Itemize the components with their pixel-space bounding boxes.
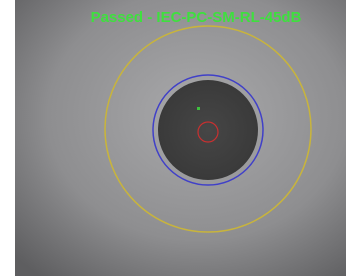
cladding-disk bbox=[158, 80, 258, 180]
status-text: Passed - IEC-PC-SM-RL-45dB bbox=[91, 9, 302, 26]
defect-marker bbox=[197, 107, 200, 110]
page: Passed - IEC-PC-SM-RL-45dB (() => { cons… bbox=[0, 0, 361, 276]
inspection-view: Passed - IEC-PC-SM-RL-45dB bbox=[0, 0, 361, 276]
